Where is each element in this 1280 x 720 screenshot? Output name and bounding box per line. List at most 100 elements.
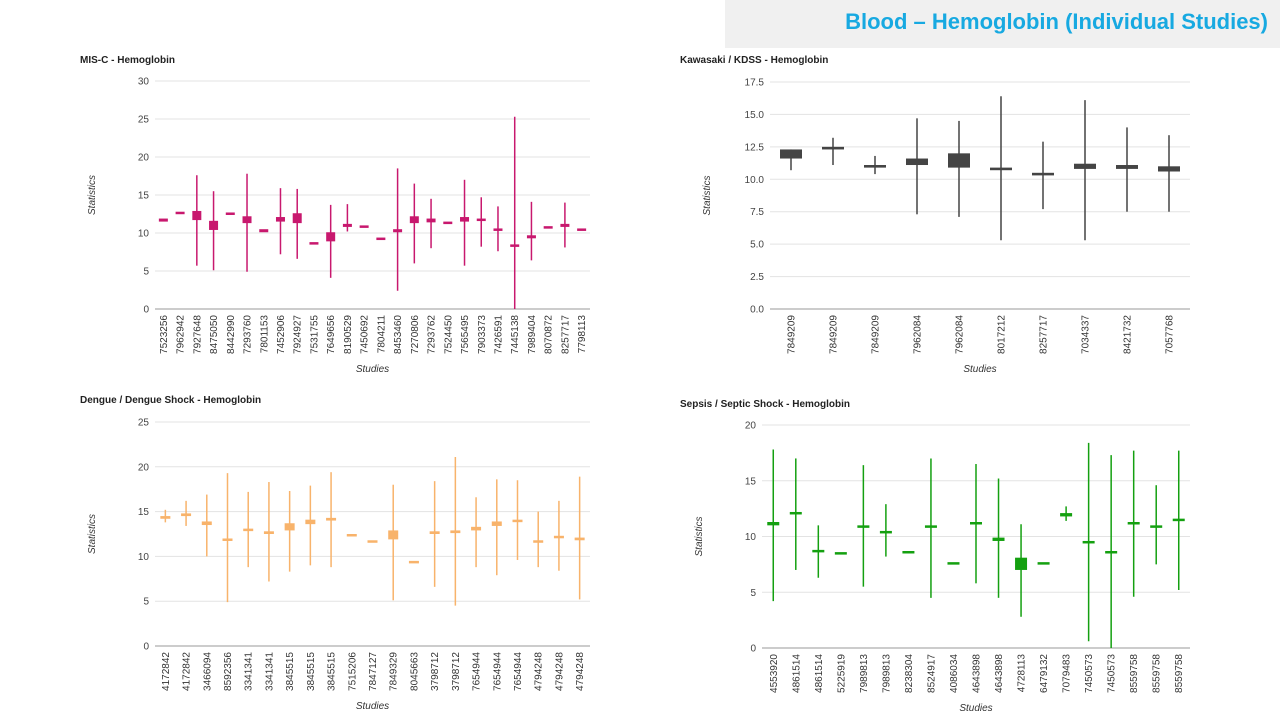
y-tick-label: 2.5 [750,272,764,283]
x-tick-label: 7849209 [871,315,882,354]
box [209,220,219,230]
box [476,218,486,222]
x-tick-label: 7962942 [176,315,187,354]
box [429,531,440,534]
chart-title: MIS-C - Hemoglobin [80,55,175,66]
y-tick-label: 0 [750,644,756,655]
box [1158,166,1180,172]
x-tick-label: 7849209 [829,315,840,354]
x-tick-label: 7426591 [493,315,504,354]
page-title: Blood – Hemoglobin (Individual Studies) [845,9,1268,34]
y-tick-label: 12.5 [745,142,765,153]
chart-svg: Kawasaki / KDSS - Hemoglobin 0.0 2.5 5.0 7.5… [680,55,1190,375]
y-tick-label: 20 [745,421,757,432]
x-tick-label: 4553920 [769,654,780,693]
box [1150,525,1163,528]
x-tick-label: 7903373 [477,315,488,354]
x-tick-label: 4172842 [161,652,172,691]
y-tick-label: 7.5 [750,207,764,218]
x-tick-label: 8524917 [926,654,937,693]
x-tick-label: 7565495 [460,315,471,354]
x-tick-label: 7452906 [276,315,287,354]
box [292,213,302,224]
x-tick-label: 4794248 [534,652,545,691]
x-tick-label: 7293760 [243,315,254,354]
y-axis-label: Statistics [694,516,705,556]
x-tick-label: 8238304 [904,654,915,693]
x-tick-label: 3341341 [244,652,255,691]
x-tick-label: 8045663 [409,652,420,691]
y-tick-label: 15 [138,507,150,518]
y-tick-label: 10.0 [745,175,765,186]
box [225,212,235,215]
header-bar: Blood – Hemoglobin (Individual Studies) [725,0,1280,48]
x-tick-label: 7524450 [443,315,454,354]
x-tick-label: 4086034 [949,654,960,693]
x-tick-label: 3845515 [285,652,296,691]
box [259,229,269,233]
box [947,562,960,565]
box [1015,557,1028,570]
x-tick-label: 8559758 [1174,654,1185,693]
x-tick-label: 3341341 [264,652,275,691]
x-tick-label: 8421732 [1123,315,1134,354]
x-tick-label: 8257717 [1039,315,1050,354]
box [450,530,461,534]
x-tick-label: 7801153 [259,315,270,354]
chart-misc-hemoglobin: MIS-C - Hemoglobin 0 5 10 15 20 25 30 Statistics… [80,48,620,378]
x-tick-label: 7270806 [410,315,421,354]
chart-svg: Sepsis / Septic Shock - Hemoglobin 0 5 10 15… [680,399,1190,714]
box [543,226,553,229]
box [1082,540,1095,544]
chart-title: Sepsis / Septic Shock - Hemoglobin [680,399,850,410]
box [471,526,482,531]
box [1032,172,1054,176]
y-tick-label: 5.0 [750,240,764,251]
x-tick-label: 7445138 [510,315,521,354]
x-tick-label: 4861514 [791,654,802,693]
box [822,146,844,150]
x-tick-label: 7523256 [159,315,170,354]
box [789,511,802,515]
box [906,158,928,166]
x-tick-label: 7057768 [1165,315,1176,354]
box [510,244,520,247]
box [812,549,825,553]
box [526,235,536,239]
y-tick-label: 15 [745,476,757,487]
box [242,216,252,224]
box [263,531,274,534]
x-tick-label: 3798712 [451,652,462,691]
y-tick-label: 0 [143,305,149,316]
y-tick-label: 15.0 [745,110,765,121]
x-tick-label: 8257717 [560,315,571,354]
x-tick-label: 8559758 [1152,654,1163,693]
box [512,519,523,523]
box [376,237,386,241]
x-tick-label: 8442990 [226,315,237,354]
box [243,528,254,532]
box [970,522,982,525]
box [275,217,285,222]
y-tick-label: 20 [138,153,150,164]
y-tick-label: 20 [138,462,150,473]
box [443,221,453,225]
x-tick-label: 7804211 [376,315,387,354]
x-axis-label: Studies [356,364,389,375]
chart-title: Kawasaki / KDSS - Hemoglobin [680,55,828,66]
chart-title: Dengue / Dengue Shock - Hemoglobin [80,395,261,406]
x-tick-label: 3845515 [306,652,317,691]
x-tick-label: 4172842 [182,652,193,691]
box [158,218,168,222]
box [1037,562,1050,565]
box [560,223,570,227]
x-tick-label: 7654944 [492,652,503,691]
x-tick-label: 7847127 [368,652,379,691]
box [948,153,970,168]
x-tick-label: 5225919 [836,654,847,693]
x-tick-label: 7649656 [326,315,337,354]
x-tick-label: 8017212 [997,315,1008,354]
x-tick-label: 7293762 [427,315,438,354]
box [192,210,202,221]
x-tick-label: 8070872 [544,315,555,354]
